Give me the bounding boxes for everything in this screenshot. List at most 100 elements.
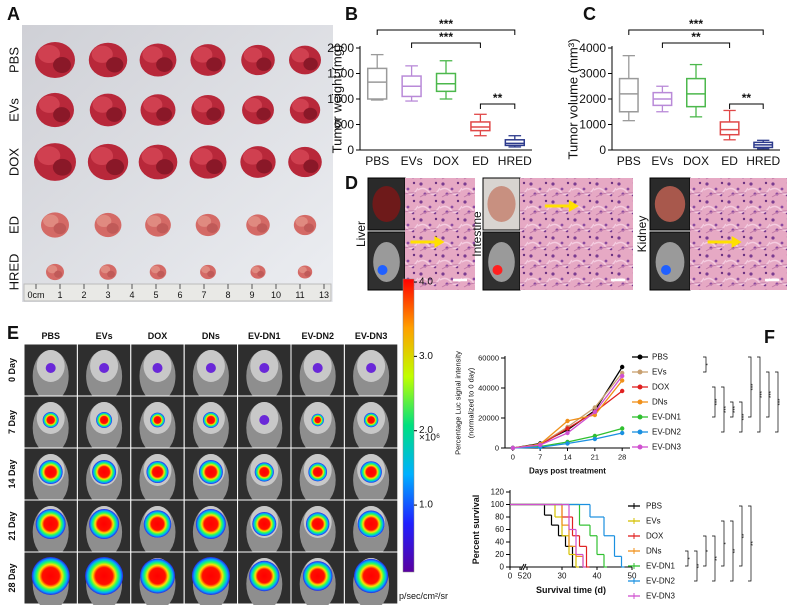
tumor-lobe: [53, 222, 67, 235]
signal: [249, 560, 280, 592]
ruler-label: 7: [201, 290, 206, 300]
significance-label: *: [706, 549, 712, 552]
x-tick-label: ED: [472, 154, 489, 168]
x-tick-label: HRED: [746, 154, 780, 168]
significance-bracket: [712, 386, 716, 418]
data-point: [565, 441, 570, 446]
significance-bracket: [730, 401, 734, 418]
legend-label: EVs: [652, 368, 667, 377]
ruler-label: 13: [319, 290, 329, 300]
ruler-label: 10: [271, 290, 281, 300]
significance-bracket: [766, 371, 770, 418]
y-tick-label: 120: [491, 488, 505, 497]
arrow-head: [434, 236, 445, 248]
colorbar-unit: p/sec/cm²/sr: [399, 591, 448, 601]
tumor: [242, 95, 274, 125]
tumor-lobe: [52, 158, 72, 176]
tumor-lobe: [143, 96, 163, 113]
legend-marker: [637, 429, 643, 435]
y-tick-label: 0: [495, 444, 499, 453]
signal: [311, 413, 324, 427]
signal: [96, 412, 113, 428]
tumor: [241, 44, 275, 76]
x-tick-label: 21: [591, 453, 599, 462]
tumor: [139, 43, 177, 77]
significance-bracket: [739, 401, 743, 433]
legend-label: EV-DN3: [652, 443, 681, 452]
significance-bracket: [730, 520, 734, 582]
tumor-lobe: [201, 266, 210, 274]
tumor-lobe: [251, 266, 260, 274]
row-label: EVs: [7, 98, 22, 122]
y-tick-label: 40000: [478, 384, 499, 393]
y-tick-label: 60000: [478, 354, 499, 363]
x-tick-label: HRED: [498, 154, 532, 168]
legend-label: EVs: [646, 517, 661, 526]
panel-letter: B: [345, 4, 358, 24]
significance-label: **: [742, 91, 752, 105]
box: [719, 121, 740, 136]
box: [504, 139, 526, 147]
tumor: [99, 264, 117, 280]
tumor: [191, 94, 225, 126]
significance-label: **: [742, 533, 748, 538]
legend-label: DOX: [652, 383, 670, 392]
x-tick-label: EVs: [401, 154, 423, 168]
x-tick-label: DOX: [683, 154, 709, 168]
tumor-lobe: [206, 223, 218, 234]
box: [686, 77, 706, 108]
tumor: [195, 213, 221, 237]
tumor-lobe: [192, 148, 213, 165]
significance-label: ***: [724, 405, 730, 413]
tumor: [289, 45, 321, 75]
tumor-lobe: [256, 57, 272, 71]
tumor: [34, 143, 76, 181]
tumor-lobe: [105, 158, 125, 176]
tumor-lobe: [38, 95, 60, 113]
series-line: [512, 380, 623, 449]
significance-label: **: [751, 541, 757, 546]
x-tick-label: PBS: [617, 154, 641, 168]
significance-label: ***: [769, 390, 775, 398]
signal: [312, 363, 323, 373]
ruler-label: 5: [153, 290, 158, 300]
legend-marker: [637, 444, 643, 450]
tumor-lobe: [303, 223, 314, 233]
significance-label: ***: [742, 413, 748, 421]
signal: [198, 460, 223, 484]
significance-bracket: [712, 535, 716, 582]
signal: [195, 509, 226, 539]
legend-label: DOX: [646, 532, 664, 541]
row-label: ED: [7, 216, 22, 234]
tumor: [200, 264, 216, 280]
tumor-lobe: [157, 270, 165, 278]
signal-spot: [377, 265, 388, 275]
legend-marker: [637, 414, 643, 420]
significance-bracket: [748, 505, 752, 582]
significance-label: ***: [751, 383, 757, 391]
column-label: DOX: [148, 331, 168, 341]
row-label: HRED: [7, 254, 22, 291]
panel-letter: C: [583, 4, 596, 24]
tumor-lobe: [156, 107, 172, 122]
y-tick-label: 0: [500, 563, 505, 572]
tumor: [293, 214, 317, 236]
signal-spot: [492, 265, 503, 275]
ruler-label: 4: [129, 290, 134, 300]
signal: [85, 557, 124, 595]
legend-label: EV-DN2: [646, 577, 675, 586]
y-tick-label: 0: [599, 143, 606, 157]
row-label: 21 Day: [7, 511, 17, 540]
tumor-lobe: [156, 159, 174, 175]
data-point: [619, 426, 625, 431]
y-tick-label: 2000: [579, 92, 606, 106]
y-axis-label: Tumor volume (mm³): [566, 39, 581, 160]
y-tick-label: 100: [491, 500, 505, 509]
tumor-lobe: [243, 47, 263, 63]
signal: [89, 509, 120, 539]
tissue-label: Liver: [354, 221, 368, 247]
significance-bracket: [729, 103, 764, 109]
ruler-label: 9: [249, 290, 254, 300]
colorbar-tick-label: 3.0: [419, 351, 433, 362]
tumor-lobe: [193, 97, 213, 113]
